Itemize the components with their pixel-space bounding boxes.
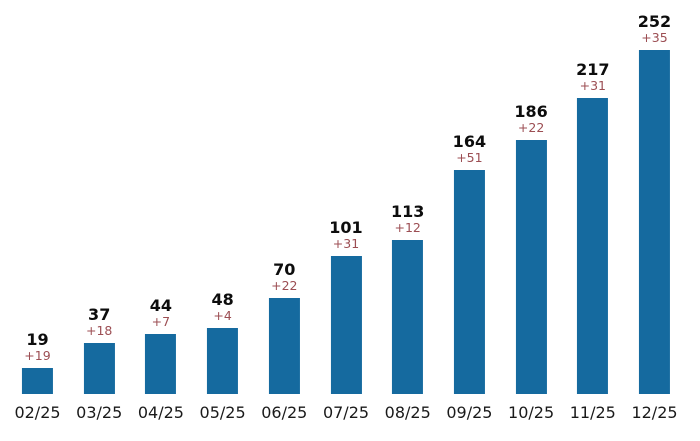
bar[interactable] bbox=[145, 334, 177, 394]
x-tick-label: 12/25 bbox=[631, 403, 678, 422]
x-tick-label: 10/25 bbox=[508, 403, 555, 422]
bar[interactable] bbox=[207, 328, 239, 394]
x-tick-label: 05/25 bbox=[199, 403, 246, 422]
x-tick: 06/25 bbox=[261, 394, 307, 441]
bar-total-label: 70 bbox=[273, 260, 296, 279]
bar[interactable] bbox=[638, 50, 670, 394]
bar-group: 186 +22 10/25 bbox=[508, 103, 554, 441]
x-tick-label: 04/25 bbox=[137, 403, 184, 422]
x-tick-label: 03/25 bbox=[76, 403, 123, 422]
x-tick: 03/25 bbox=[76, 394, 122, 441]
bar-total-label: 19 bbox=[26, 330, 49, 349]
bar[interactable] bbox=[330, 256, 362, 394]
bar-total-label: 101 bbox=[329, 218, 363, 237]
x-tick: 12/25 bbox=[631, 394, 677, 441]
bar-group: 44 +7 04/25 bbox=[138, 297, 184, 441]
x-tick-label: 09/25 bbox=[446, 403, 493, 422]
bar-delta-label: +19 bbox=[24, 348, 51, 363]
bar[interactable] bbox=[392, 240, 424, 394]
x-tick-label: 07/25 bbox=[322, 403, 370, 422]
bar[interactable] bbox=[577, 98, 609, 394]
x-tick-label: 06/25 bbox=[261, 403, 308, 422]
bar-group: 48 +4 05/25 bbox=[200, 291, 246, 441]
bar-group: 252 +35 12/25 bbox=[631, 13, 677, 441]
x-tick-label: 11/25 bbox=[569, 403, 616, 422]
x-tick: 02/25 bbox=[14, 394, 60, 441]
bar-total-label: 186 bbox=[514, 102, 548, 121]
bar-delta-label: +22 bbox=[517, 120, 545, 135]
bar-group: 37 +18 03/25 bbox=[76, 306, 122, 441]
bar-total-label: 217 bbox=[576, 60, 610, 79]
bar-total-label: 37 bbox=[88, 305, 111, 324]
bar-total-label: 164 bbox=[452, 132, 487, 151]
bar-delta-label: +18 bbox=[85, 323, 113, 338]
bar-delta-label: +7 bbox=[151, 314, 171, 329]
bar-group: 113 +12 08/25 bbox=[385, 203, 431, 441]
x-tick: 04/25 bbox=[138, 394, 184, 441]
bar-group: 164 +51 09/25 bbox=[446, 133, 492, 441]
x-tick: 09/25 bbox=[446, 394, 492, 441]
x-tick-label: 08/25 bbox=[384, 403, 431, 422]
bar[interactable] bbox=[21, 368, 53, 394]
bar-total-label: 48 bbox=[211, 290, 234, 309]
bar[interactable] bbox=[515, 140, 547, 394]
bar-delta-label: +31 bbox=[332, 236, 360, 251]
bar-delta-label: +51 bbox=[456, 150, 483, 165]
bar[interactable] bbox=[453, 170, 485, 394]
x-tick: 08/25 bbox=[385, 394, 431, 441]
bar-delta-label: +12 bbox=[394, 220, 421, 235]
bar-delta-label: +4 bbox=[213, 308, 232, 323]
x-tick: 11/25 bbox=[570, 394, 616, 441]
x-tick: 05/25 bbox=[200, 394, 246, 441]
bar-group: 19 +19 02/25 bbox=[14, 331, 60, 441]
bar-group: 101 +31 07/25 bbox=[323, 219, 369, 441]
bar-total-label: 113 bbox=[390, 202, 425, 221]
x-tick: 10/25 bbox=[508, 394, 554, 441]
x-tick: 07/25 bbox=[323, 394, 369, 441]
bar-delta-label: +35 bbox=[641, 30, 668, 45]
bar-group: 217 +31 11/25 bbox=[570, 61, 616, 441]
bar-delta-label: +31 bbox=[579, 78, 606, 93]
bar[interactable] bbox=[268, 298, 300, 394]
x-tick-label: 02/25 bbox=[14, 403, 61, 422]
bar[interactable] bbox=[83, 343, 115, 394]
bar-group: 70 +22 06/25 bbox=[261, 261, 307, 441]
bar-total-label: 252 bbox=[637, 12, 672, 31]
bar-delta-label: +22 bbox=[271, 278, 298, 293]
bar-total-label: 44 bbox=[149, 296, 173, 315]
